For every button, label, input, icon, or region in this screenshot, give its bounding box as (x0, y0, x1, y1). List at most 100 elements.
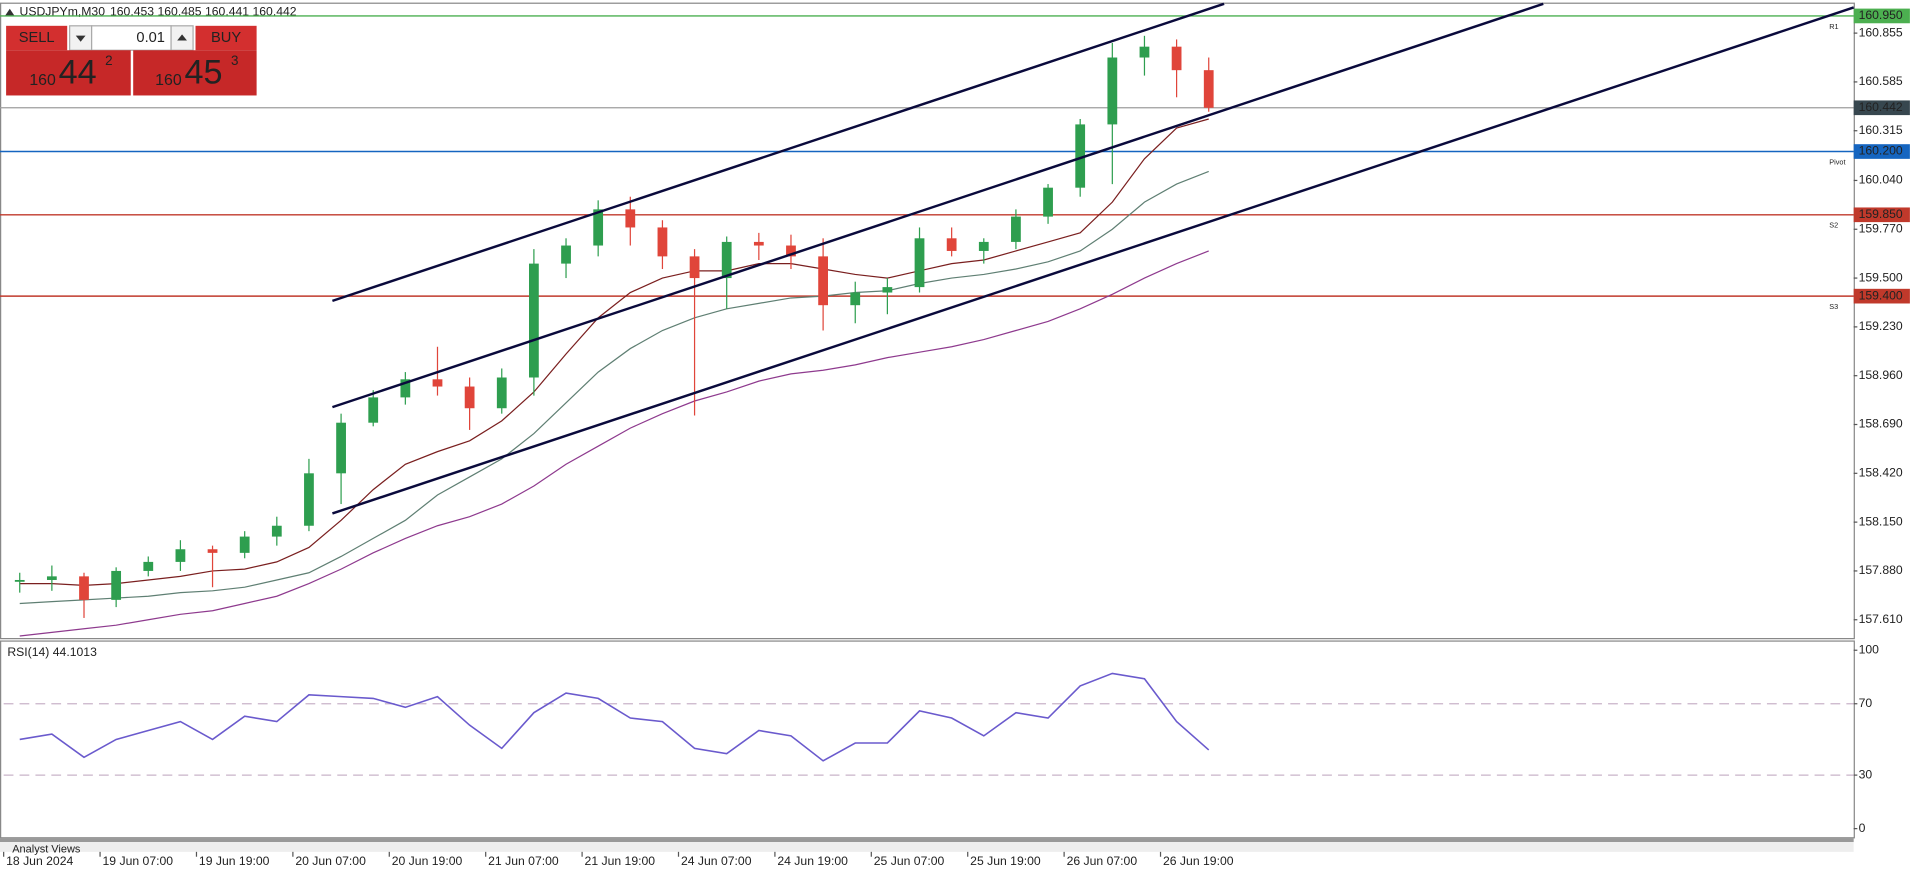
candle-body (625, 209, 636, 228)
buy-button[interactable] (195, 25, 257, 51)
candle-body (304, 473, 314, 526)
level-name: S3 (1829, 302, 1838, 311)
level-label: 160.200 (1859, 144, 1903, 158)
level-name: Pivot (1829, 157, 1845, 166)
x-tick-label: 24 Jun 19:00 (777, 854, 848, 868)
level-box (1853, 144, 1910, 159)
candle-body (336, 422, 346, 474)
arrow-down (75, 35, 86, 42)
y-tick-label: 157.610 (1859, 612, 1903, 626)
candle-body (207, 549, 218, 553)
candle-body (1171, 46, 1182, 71)
candle-body (689, 256, 700, 279)
level-box (1853, 207, 1910, 223)
level-label: 159.400 (1859, 288, 1903, 302)
candle-body (400, 379, 411, 398)
rsi-tick-label: 100 (1859, 642, 1880, 656)
pane-separator (0, 838, 1854, 843)
trendline (332, 6, 1855, 515)
candle-body (657, 227, 668, 257)
x-tick-label: 19 Jun 07:00 (103, 854, 174, 868)
candle-body (175, 549, 186, 562)
y-tick-label: 159.500 (1859, 270, 1903, 284)
buy-label: BUY (211, 30, 241, 46)
candle-body (882, 287, 893, 293)
candle-body (593, 209, 604, 246)
rsi-tick-label: 70 (1859, 696, 1873, 710)
level-label: 160.950 (1859, 8, 1903, 22)
level-name: S2 (1829, 221, 1838, 230)
trendline (332, 2, 1225, 303)
bid-big: 160 (29, 72, 56, 89)
candle-body (239, 536, 250, 553)
candle-body (818, 256, 828, 306)
candle-body (561, 245, 571, 264)
candle-body (721, 241, 732, 279)
candle-body (978, 241, 989, 251)
y-tick-label: 159.230 (1859, 319, 1903, 333)
sell-label: SELL (19, 30, 55, 46)
footer-tab (0, 842, 1854, 852)
rsi-tick-label: 0 (1859, 821, 1866, 835)
moving-average (19, 170, 1209, 605)
level-box (1853, 288, 1910, 304)
footer-label: Analyst Views (12, 843, 81, 855)
ask-sup: 3 (231, 53, 238, 68)
candle-body (1203, 70, 1214, 108)
x-tick-label: 24 Jun 07:00 (681, 854, 752, 868)
candle-body (850, 292, 861, 306)
candle-body (1043, 187, 1053, 217)
candle-body (79, 576, 89, 600)
rsi-title: RSI(14) 44.1013 (7, 645, 97, 659)
y-tick-label: 158.420 (1859, 466, 1903, 480)
symbol-title: USDJPYm,M30 (20, 5, 106, 19)
y-tick-label: 159.770 (1859, 221, 1903, 235)
level-box (1853, 8, 1910, 24)
candle-body (1011, 216, 1021, 242)
candle-body (914, 238, 925, 288)
x-tick-label: 21 Jun 07:00 (488, 854, 559, 868)
bid-main: 44 (59, 54, 97, 92)
main-pane-frame (0, 2, 1855, 640)
ohlc-header: 160.453 160.485 160.441 160.442 (110, 5, 297, 19)
collapse-icon[interactable] (4, 8, 15, 17)
candle-body (432, 379, 443, 387)
bid-box[interactable] (6, 50, 131, 96)
candle-body (464, 386, 475, 409)
trendline (332, 2, 1544, 409)
level-name: R1 (1829, 22, 1838, 31)
candle-body (1139, 46, 1150, 58)
moving-average (19, 250, 1209, 637)
last-price-box (1853, 100, 1910, 116)
candle-body (1075, 124, 1086, 188)
rsi-line (19, 672, 1210, 762)
level-label: 159.850 (1859, 207, 1903, 221)
ask-main: 45 (185, 54, 223, 92)
x-tick-label: 26 Jun 07:00 (1067, 854, 1138, 868)
arrow-up (177, 34, 187, 41)
y-tick-label: 160.855 (1859, 25, 1903, 39)
candle-body (529, 263, 539, 378)
ask-big: 160 (155, 72, 182, 89)
moving-average (19, 118, 1209, 587)
ask-box[interactable] (133, 50, 257, 96)
y-tick-label: 157.880 (1859, 563, 1903, 577)
candle-body (1107, 57, 1118, 125)
candle-body (14, 579, 25, 582)
y-tick-label: 158.690 (1859, 417, 1903, 431)
sell-button[interactable] (6, 25, 68, 51)
candle-body (271, 525, 282, 537)
candle-body (111, 570, 122, 600)
candle-body (753, 241, 764, 246)
rsi-pane-frame (0, 640, 1855, 839)
x-tick-label: 20 Jun 19:00 (392, 854, 463, 868)
x-tick-label: 19 Jun 19:00 (199, 854, 270, 868)
x-tick-label: 21 Jun 19:00 (585, 854, 656, 868)
y-tick-label: 158.150 (1859, 514, 1903, 528)
bid-sup: 2 (105, 53, 112, 68)
trade-panel: SELL 0.01 BUY 160 44 2 160 45 3 (6, 25, 257, 96)
candle-body (46, 576, 57, 580)
candle-body (143, 561, 154, 571)
